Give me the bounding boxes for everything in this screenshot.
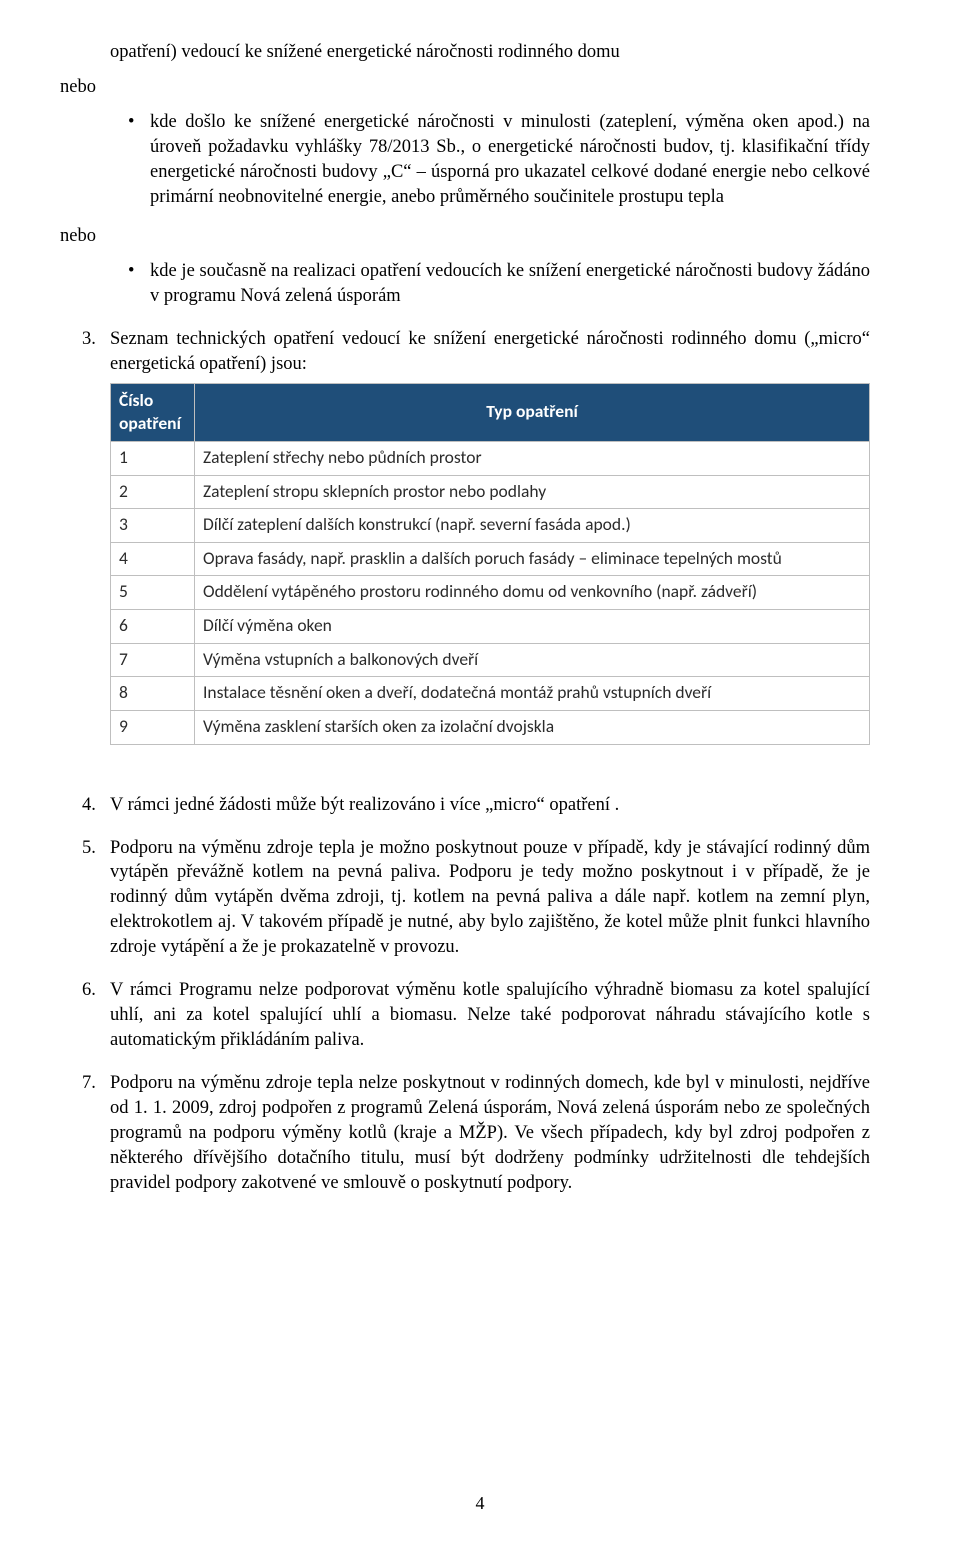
table-row: 3Dílčí zateplení dalších konstrukcí (nap… (111, 509, 870, 543)
item-number: 7. (82, 1071, 110, 1196)
cell-type: Instalace těsnění oken a dveří, dodatečn… (195, 677, 870, 711)
table-body: 1Zateplení střechy nebo půdních prostor2… (111, 441, 870, 744)
cell-type: Dílčí zateplení dalších konstrukcí (např… (195, 509, 870, 543)
table-row: 7Výměna vstupních a balkonových dveří (111, 643, 870, 677)
table-row: 9Výměna zasklení starších oken za izolač… (111, 710, 870, 744)
cell-number: 1 (111, 441, 195, 475)
header-cislo: Číslo opatření (111, 383, 195, 441)
item-number: 5. (82, 836, 110, 961)
bullet-text: kde došlo ke snížené energetické náročno… (150, 110, 870, 210)
cell-number: 7 (111, 643, 195, 677)
bullet-list: • kde došlo ke snížené energetické nároč… (128, 110, 870, 210)
table-row: 5Oddělení vytápěného prostoru rodinného … (111, 576, 870, 610)
nebo-separator: nebo (60, 75, 870, 100)
cell-number: 9 (111, 710, 195, 744)
table-row: 8Instalace těsnění oken a dveří, dodateč… (111, 677, 870, 711)
cell-type: Výměna zasklení starších oken za izolačn… (195, 710, 870, 744)
cell-type: Oprava fasády, např. prasklin a dalších … (195, 542, 870, 576)
bullet-list: • kde je současně na realizaci opatření … (128, 259, 870, 309)
table-row: 2Zateplení stropu sklepních prostor nebo… (111, 475, 870, 509)
page-number: 4 (0, 1491, 960, 1515)
item-text: Podporu na výměnu zdroje tepla nelze pos… (110, 1071, 870, 1196)
cell-number: 5 (111, 576, 195, 610)
numbered-item-5: 5. Podporu na výměnu zdroje tepla je mož… (82, 836, 870, 961)
table-row: 4Oprava fasády, např. prasklin a dalších… (111, 542, 870, 576)
cell-type: Dílčí výměna oken (195, 610, 870, 644)
bullet-marker: • (128, 259, 150, 309)
cell-type: Zateplení střechy nebo půdních prostor (195, 441, 870, 475)
cell-type: Zateplení stropu sklepních prostor nebo … (195, 475, 870, 509)
item-body: Seznam technických opatření vedoucí ke s… (110, 327, 870, 775)
bullet-item: • kde je současně na realizaci opatření … (128, 259, 870, 309)
cell-number: 8 (111, 677, 195, 711)
bullet-item: • kde došlo ke snížené energetické nároč… (128, 110, 870, 210)
item-text: V rámci Programu nelze podporovat výměnu… (110, 978, 870, 1053)
item-number: 6. (82, 978, 110, 1053)
nebo-separator: nebo (60, 224, 870, 249)
cell-number: 2 (111, 475, 195, 509)
cell-number: 6 (111, 610, 195, 644)
bullet-text: kde je současně na realizaci opatření ve… (150, 259, 870, 309)
cell-type: Oddělení vytápěného prostoru rodinného d… (195, 576, 870, 610)
numbered-item-6: 6. V rámci Programu nelze podporovat vým… (82, 978, 870, 1053)
cell-number: 3 (111, 509, 195, 543)
document-page: opatření) vedoucí ke snížené energetické… (0, 0, 960, 1543)
measures-table: Číslo opatření Typ opatření 1Zateplení s… (110, 383, 870, 745)
table-row: 1Zateplení střechy nebo půdních prostor (111, 441, 870, 475)
bullet-marker: • (128, 110, 150, 210)
numbered-item-7: 7. Podporu na výměnu zdroje tepla nelze … (82, 1071, 870, 1196)
continuation-line: opatření) vedoucí ke snížené energetické… (110, 40, 870, 65)
header-typ: Typ opatření (195, 383, 870, 441)
table-row: 6Dílčí výměna oken (111, 610, 870, 644)
table-header-row: Číslo opatření Typ opatření (111, 383, 870, 441)
item-number: 3. (82, 327, 110, 775)
item-text: Seznam technických opatření vedoucí ke s… (110, 329, 870, 374)
cell-number: 4 (111, 542, 195, 576)
item-text: V rámci jedné žádosti může být realizová… (110, 793, 870, 818)
numbered-item-3: 3. Seznam technických opatření vedoucí k… (82, 327, 870, 775)
item-text: Podporu na výměnu zdroje tepla je možno … (110, 836, 870, 961)
item-number: 4. (82, 793, 110, 818)
numbered-item-4: 4. V rámci jedné žádosti může být realiz… (82, 793, 870, 818)
cell-type: Výměna vstupních a balkonových dveří (195, 643, 870, 677)
